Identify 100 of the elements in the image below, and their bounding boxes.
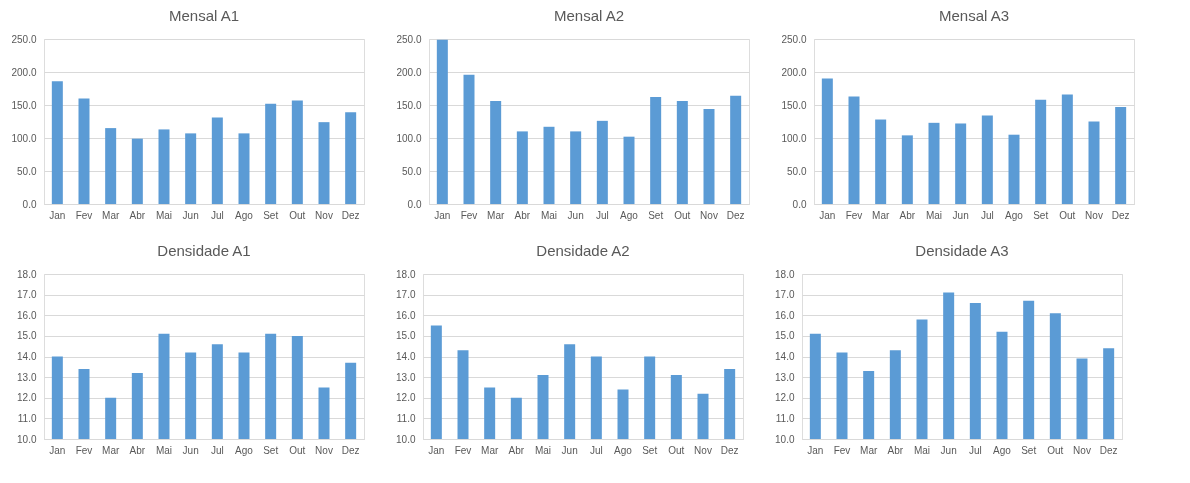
x-tick-label: Ago (1005, 209, 1024, 221)
bar (1008, 134, 1020, 204)
bar (318, 122, 330, 204)
bar (981, 115, 993, 204)
y-tick-label: 11.0 (775, 412, 795, 424)
chart-title: Mensal A3 (938, 7, 1010, 24)
x-tick-label: Jul (589, 444, 603, 456)
x-tick-label: Mar (487, 209, 505, 221)
x-tick-label: Mai (925, 209, 943, 221)
y-tick-label: 10.0 (17, 433, 37, 445)
x-tick-label: Set (1021, 444, 1037, 456)
bar (105, 128, 117, 204)
bar (131, 138, 143, 204)
x-tick-label: Mar (872, 209, 890, 221)
y-tick-label: 50.0 (17, 165, 37, 177)
x-tick-label: Dez (1111, 209, 1130, 221)
x-tick-label: Dez (341, 209, 360, 221)
bar (875, 119, 887, 204)
y-tick-label: 100.0 (396, 132, 422, 144)
bar (703, 108, 715, 204)
bar (436, 39, 448, 204)
bar (238, 133, 250, 204)
x-tick-label: Mar (102, 444, 120, 456)
y-tick-label: 0.0 (407, 198, 422, 210)
y-tick-label: 15.0 (396, 330, 416, 342)
x-tick-label: Jun (952, 209, 969, 221)
x-tick-label: Out (289, 444, 306, 456)
y-tick-label: 17.0 (396, 289, 416, 301)
bar (1088, 121, 1100, 204)
x-tick-label: Jun (940, 444, 957, 456)
x-tick-label: Out (668, 444, 685, 456)
bar (291, 100, 303, 204)
x-tick-label: Nov (1073, 444, 1091, 456)
x-tick-label: Fev (833, 444, 851, 456)
bar (650, 97, 662, 204)
bar (596, 120, 608, 204)
bar (623, 136, 635, 204)
y-tick-label: 14.0 (17, 351, 37, 362)
x-tick-label: Mai (913, 444, 931, 456)
bar (955, 123, 967, 204)
x-tick-label: Mar (860, 444, 878, 456)
bar (158, 129, 170, 204)
x-tick-label: Fev (845, 209, 863, 221)
x-tick-label: Ago (620, 209, 639, 221)
bar (848, 96, 860, 204)
y-tick-label: 13.0 (17, 371, 37, 383)
y-tick-label: 200.0 (396, 66, 422, 78)
x-tick-label: Jan (49, 209, 66, 221)
x-tick-label: Out (1047, 444, 1064, 456)
y-tick-label: 11.0 (17, 412, 37, 424)
x-tick-label: Jun (182, 444, 199, 456)
x-tick-label: Jul (980, 209, 994, 221)
y-tick-label: 250.0 (781, 33, 807, 45)
y-tick-label: 10.0 (775, 433, 795, 445)
bar (570, 131, 582, 204)
x-tick-label: Jun (182, 209, 199, 221)
x-tick-label: Jan (434, 209, 451, 221)
x-tick-label: Out (674, 209, 691, 221)
y-tick-label: 16.0 (396, 309, 416, 321)
x-tick-label: Abr (129, 444, 146, 456)
y-tick-label: 100.0 (781, 132, 807, 144)
x-tick-label: Fev (460, 209, 478, 221)
chart-title: Mensal A2 (553, 7, 625, 24)
y-tick-label: 150.0 (781, 99, 807, 111)
x-tick-label: Jan (428, 444, 445, 456)
bar (490, 101, 502, 204)
x-tick-label: Dez (726, 209, 745, 221)
y-tick-label: 0.0 (792, 198, 807, 210)
y-tick-label: 15.0 (775, 330, 795, 342)
y-tick-label: 250.0 (11, 33, 37, 45)
y-tick-label: 10.0 (396, 433, 416, 445)
y-tick-label: 18.0 (17, 268, 37, 280)
x-tick-label: Out (1059, 209, 1076, 221)
bar (51, 81, 63, 204)
y-tick-label: 150.0 (11, 99, 37, 111)
bar (265, 103, 277, 204)
y-tick-label: 14.0 (396, 351, 416, 362)
bar (928, 122, 940, 204)
x-tick-label: Out (289, 209, 306, 221)
x-tick-label: Set (1033, 209, 1049, 221)
bar (1115, 106, 1127, 204)
y-tick-label: 50.0 (402, 165, 422, 177)
y-tick-label: 16.0 (17, 309, 37, 321)
y-tick-label: 11.0 (396, 412, 416, 424)
y-tick-label: 12.0 (396, 392, 416, 404)
x-tick-label: Jan (807, 444, 824, 456)
bar (211, 117, 223, 204)
bar (901, 135, 913, 204)
x-tick-label: Nov (700, 209, 718, 221)
y-tick-label: 200.0 (781, 66, 807, 78)
y-tick-label: 17.0 (775, 289, 795, 301)
y-tick-label: 18.0 (396, 268, 416, 280)
bar (1061, 94, 1073, 204)
y-tick-label: 250.0 (396, 33, 422, 45)
bar (821, 78, 833, 204)
x-tick-label: Dez (1099, 444, 1118, 456)
x-tick-label: Abr (514, 209, 531, 221)
x-tick-label: Jun (567, 209, 584, 221)
bar (1035, 99, 1047, 204)
x-tick-label: Jul (968, 444, 982, 456)
